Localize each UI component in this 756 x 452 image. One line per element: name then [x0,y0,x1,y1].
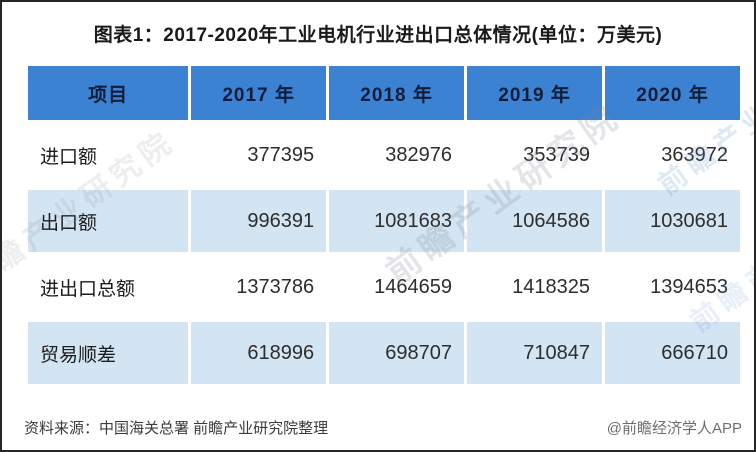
row-label: 贸易顺差 [28,322,189,384]
figure-footer: 资料来源：中国海关总署 前瞻产业研究院整理 @前瞻经济学人APP [24,417,742,438]
value-cell: 377395 [191,124,327,186]
row-label: 进出口总额 [28,256,189,318]
column-header-2019: 2019 年 [467,66,602,120]
value-cell: 698707 [329,322,465,384]
value-cell: 363972 [605,124,740,186]
value-cell: 382976 [329,124,465,186]
row-label: 进口额 [28,124,189,186]
value-cell: 1418325 [467,256,602,318]
value-cell: 1030681 [605,190,740,252]
credit-note: @前瞻经济学人APP [606,420,742,437]
value-cell: 1464659 [329,256,465,318]
column-header-2018: 2018 年 [329,66,465,120]
row-label: 出口额 [28,190,189,252]
value-cell: 1373786 [191,256,327,318]
table-row-imports: 进口额 377395 382976 353739 363972 [28,124,740,186]
value-cell: 996391 [191,190,327,252]
value-cell: 353739 [467,124,602,186]
table-row-surplus: 贸易顺差 618996 698707 710847 666710 [28,322,740,384]
table-row-exports: 出口额 996391 1081683 1064586 1030681 [28,190,740,252]
figure-title: 图表1：2017-2020年工业电机行业进出口总体情况(单位：万美元) [93,25,663,46]
column-header-2017: 2017 年 [191,66,327,120]
column-header-item: 项目 [28,66,189,120]
column-header-2020: 2020 年 [605,66,740,120]
value-cell: 618996 [191,322,327,384]
header-row: 项目 2017 年 2018 年 2019 年 2020 年 [28,66,740,120]
value-cell: 1394653 [605,256,740,318]
value-cell: 1064586 [467,190,602,252]
table-row-total: 进出口总额 1373786 1464659 1418325 1394653 [28,256,740,318]
value-cell: 1081683 [329,190,465,252]
value-cell: 666710 [605,322,740,384]
source-note: 资料来源：中国海关总署 前瞻产业研究院整理 [24,420,329,437]
data-table: 项目 2017 年 2018 年 2019 年 2020 年 进口额 37739… [25,62,743,388]
value-cell: 710847 [467,322,602,384]
